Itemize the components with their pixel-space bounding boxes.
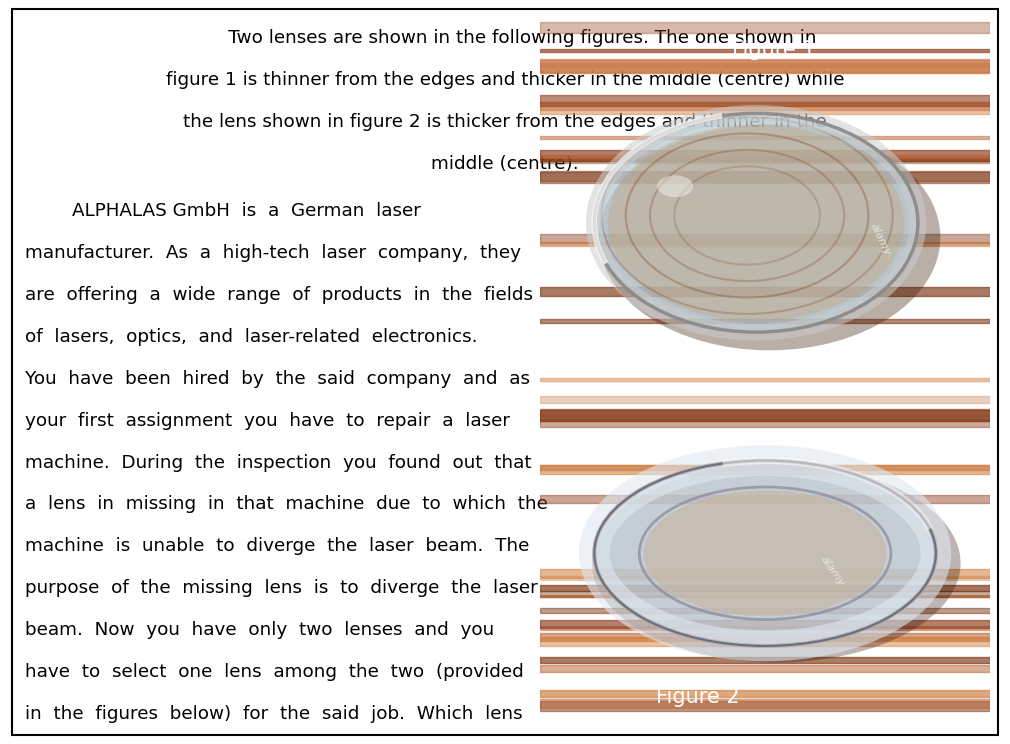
Bar [540, 409, 990, 415]
Bar [540, 59, 990, 65]
Bar [540, 495, 990, 503]
Text: Figure 1: Figure 1 [732, 40, 816, 60]
Bar [540, 102, 990, 106]
Text: ALPHALAS GmbH  is  a  German  laser: ALPHALAS GmbH is a German laser [25, 202, 421, 220]
Bar [540, 22, 990, 33]
Bar [540, 379, 990, 381]
Ellipse shape [594, 113, 918, 332]
Bar [540, 63, 990, 73]
Ellipse shape [592, 464, 961, 662]
Bar [540, 5, 990, 8]
Bar [540, 608, 990, 613]
Bar [540, 318, 990, 323]
Bar [540, 665, 990, 672]
Bar [540, 234, 990, 243]
Bar [540, 155, 990, 161]
Ellipse shape [599, 124, 940, 350]
Text: machine  is  unable  to  diverge  the  laser  beam.  The: machine is unable to diverge the laser b… [25, 537, 529, 555]
Text: of  lasers,  optics,  and  laser-related  electronics.: of lasers, optics, and laser-related ele… [25, 328, 478, 346]
Text: manufacturer.  As  a  high-tech  laser  company,  they: manufacturer. As a high-tech laser compa… [25, 244, 521, 263]
Text: Two lenses are shown in the following figures. The one shown in: Two lenses are shown in the following fi… [193, 29, 817, 47]
Text: in  the  figures  below)  for  the  said  job.  Which  lens: in the figures below) for the said job. … [25, 705, 522, 722]
Text: beam.  Now  you  have  only  two  lenses  and  you: beam. Now you have only two lenses and y… [25, 621, 494, 639]
Bar [540, 465, 990, 474]
Bar [540, 243, 990, 245]
Bar [540, 161, 990, 163]
Text: middle (centre).: middle (centre). [431, 155, 579, 173]
Bar [540, 626, 990, 630]
Bar [540, 67, 990, 73]
Text: your  first  assignment  you  have  to  repair  a  laser: your first assignment you have to repair… [25, 411, 510, 430]
Text: alamy: alamy [869, 222, 892, 257]
Bar [540, 50, 990, 51]
Bar [540, 639, 990, 646]
Bar [540, 595, 990, 597]
Bar [540, 150, 990, 158]
Bar [540, 172, 990, 183]
Bar [540, 382, 990, 386]
Bar [540, 699, 990, 708]
Bar [540, 135, 990, 139]
Text: Figure 2: Figure 2 [655, 687, 739, 708]
Text: are  offering  a  wide  range  of  products  in  the  fields: are offering a wide range of products in… [25, 286, 533, 304]
Bar [540, 410, 990, 420]
Bar [540, 158, 990, 161]
Bar [540, 396, 990, 403]
Text: have  to  select  one  lens  among  the  two  (provided: have to select one lens among the two (p… [25, 663, 524, 681]
Text: alamy: alamy [819, 554, 847, 589]
Text: the lens shown in figure 2 is thicker from the edges and thinner in the: the lens shown in figure 2 is thicker fr… [183, 113, 827, 131]
Bar [540, 585, 990, 591]
Ellipse shape [658, 176, 693, 197]
Bar [540, 286, 990, 296]
Ellipse shape [643, 490, 887, 616]
Text: machine.  During  the  inspection  you  found  out  that: machine. During the inspection you found… [25, 454, 531, 472]
Bar [540, 465, 990, 470]
Bar [540, 632, 990, 638]
Bar [540, 568, 990, 578]
Bar [540, 416, 990, 421]
Bar [540, 620, 990, 628]
Text: a  lens  in  missing  in  that  machine  due  to  which  the: a lens in missing in that machine due to… [25, 496, 547, 513]
Bar [540, 657, 990, 664]
Ellipse shape [594, 461, 936, 646]
Bar [540, 102, 990, 115]
Bar [540, 591, 990, 597]
Bar [540, 397, 990, 403]
Text: figure 1 is thinner from the edges and thicker in the middle (centre) while: figure 1 is thinner from the edges and t… [166, 71, 844, 89]
Bar [540, 94, 990, 106]
Bar [540, 419, 990, 427]
Ellipse shape [643, 490, 887, 616]
Bar [540, 173, 990, 182]
Text: You  have  been  hired  by  the  said  company  and  as: You have been hired by the said company … [25, 370, 530, 388]
Bar [540, 702, 990, 711]
Bar [540, 637, 990, 641]
Bar [540, 60, 990, 72]
Bar [540, 576, 990, 580]
Bar [540, 386, 990, 389]
Bar [540, 242, 990, 246]
Bar [540, 106, 990, 109]
Bar [540, 690, 990, 696]
Ellipse shape [608, 124, 904, 321]
Text: purpose  of  the  missing  lens  is  to  diverge  the  laser: purpose of the missing lens is to diverg… [25, 579, 537, 597]
